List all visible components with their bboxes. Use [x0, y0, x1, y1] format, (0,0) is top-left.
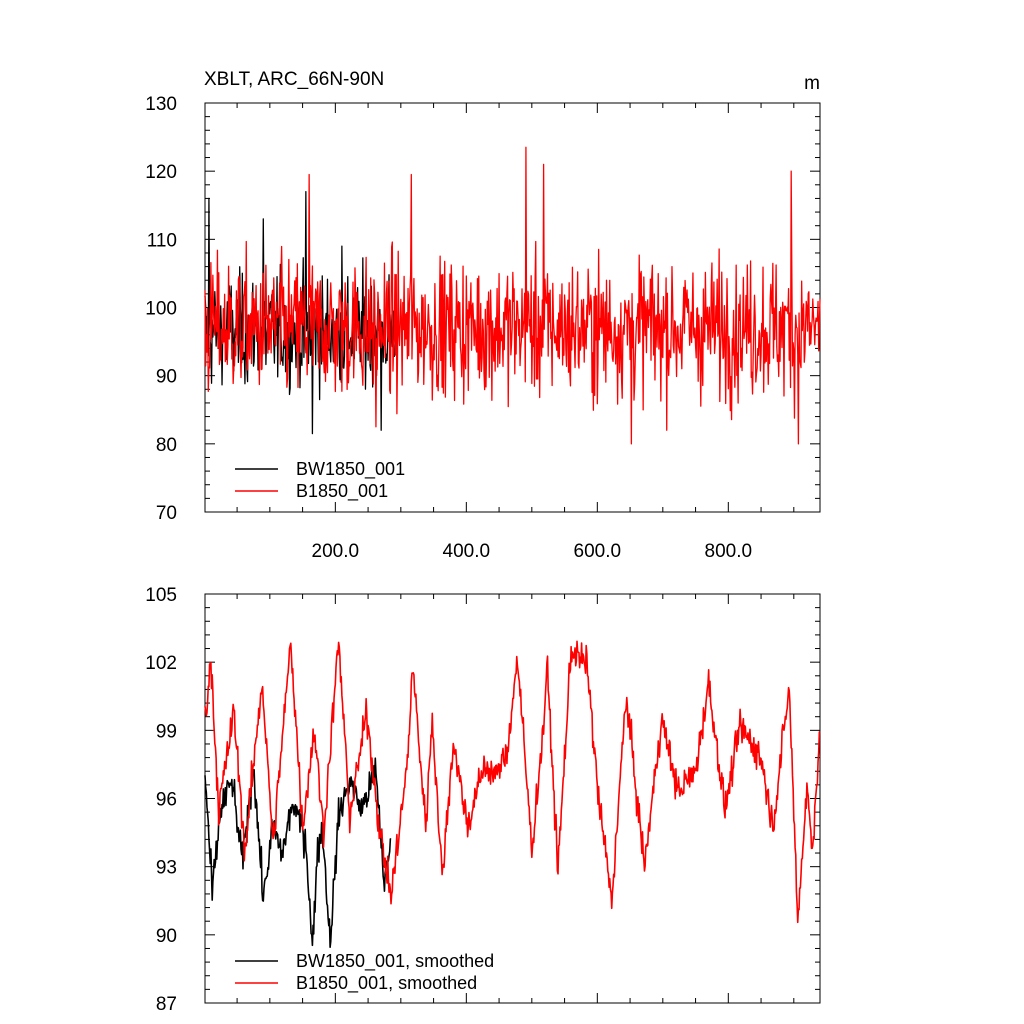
y-tick-label: 105	[145, 585, 177, 606]
series-line-b1850	[204, 640, 821, 924]
y-tick-label: 99	[156, 721, 177, 742]
series-line-b1850	[204, 146, 821, 445]
y-tick-label: 110	[147, 230, 177, 251]
y-tick-label: 90	[156, 926, 177, 947]
legend-label: BW1850_001, smoothed	[296, 951, 494, 972]
legend-label: BW1850_001	[296, 459, 405, 480]
panel-top: XBLT, ARC_66N-90N m 200.0 400.0 600.0 800.0…	[145, 69, 821, 562]
y-tick-label: 102	[145, 653, 177, 674]
y-tick-label: 96	[156, 790, 177, 811]
x-tick-label: 400.0	[443, 541, 491, 562]
y-tick-label: 130	[145, 94, 177, 115]
panel-bottom: 87 90 93 96 99 102 105 BW1850_001, smoothedB185…	[145, 585, 821, 1015]
x-tick-label: 800.0	[705, 541, 753, 562]
x-tick-label: 200.0	[312, 541, 360, 562]
units-label: m	[804, 73, 820, 94]
y-tick-label: 87	[156, 994, 177, 1015]
y-tick-label: 90	[156, 367, 177, 388]
legend-label: B1850_001	[296, 481, 388, 502]
chart-title: XBLT, ARC_66N-90N	[204, 69, 384, 90]
series-line-bw1850	[204, 757, 392, 949]
y-tick-label: 100	[145, 299, 177, 320]
y-tick-label: 120	[145, 162, 177, 183]
legend-label: B1850_001, smoothed	[296, 973, 477, 994]
y-tick-label: 70	[156, 503, 177, 524]
y-tick-label: 93	[156, 858, 177, 879]
x-tick-label: 600.0	[574, 541, 622, 562]
y-tick-label: 80	[156, 435, 177, 456]
